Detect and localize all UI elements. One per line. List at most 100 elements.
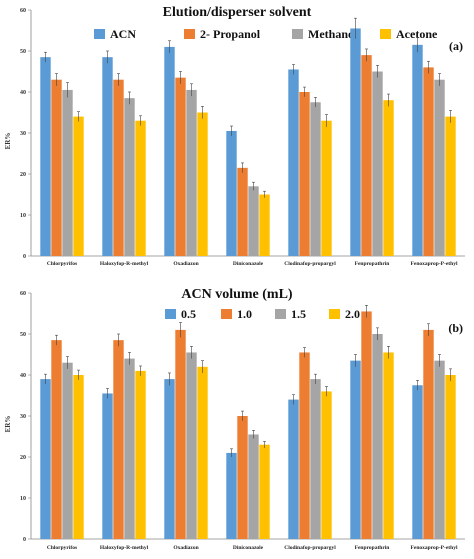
panel-label: (b) [448, 321, 463, 335]
legend-label: Methanol [308, 27, 358, 41]
bar [124, 98, 135, 257]
panel-label: (a) [449, 39, 463, 53]
y-tick-label: 50 [20, 332, 26, 338]
legend-swatch [221, 309, 232, 319]
bar [237, 416, 248, 539]
legend-label: ACN [110, 27, 136, 41]
bar [51, 340, 62, 539]
bar [40, 57, 51, 257]
y-tick-label: 60 [20, 8, 26, 14]
bar [361, 55, 372, 256]
x-category-label: Diniconazole [233, 545, 264, 551]
bar [383, 352, 394, 539]
legend-swatch [292, 29, 303, 39]
y-tick-label: 30 [20, 414, 26, 420]
legend-label: Acetone [396, 27, 438, 41]
bar [248, 186, 259, 256]
bar [135, 120, 146, 256]
legend-swatch [329, 309, 340, 319]
bar [434, 79, 445, 256]
bar [113, 340, 124, 539]
y-tick-label: 40 [20, 373, 26, 379]
bar [288, 399, 299, 539]
bar [310, 379, 321, 539]
legend-swatch [184, 29, 195, 39]
legend-swatch [165, 309, 176, 319]
legend-label: 0.5 [181, 307, 196, 321]
y-axis-label: ER% [4, 416, 12, 433]
bar [102, 57, 113, 257]
x-category-label: Fenpropathrin [355, 545, 390, 551]
bar [164, 46, 175, 257]
x-category-label: Oxadiazon [173, 261, 198, 267]
legend-swatch [380, 29, 391, 39]
bar [248, 434, 259, 539]
y-axis-label: ER% [4, 133, 12, 150]
bar [175, 329, 186, 539]
bar [259, 444, 270, 539]
x-category-label: Chlorpyrifos [47, 545, 77, 551]
bar [350, 360, 361, 539]
bar [175, 77, 186, 257]
bar [434, 360, 445, 539]
bar [186, 89, 197, 256]
legend-label: 1.5 [291, 307, 306, 321]
y-tick-label: 10 [20, 496, 26, 502]
bar [113, 79, 124, 256]
bar [102, 393, 113, 539]
bar [73, 116, 84, 256]
bar [288, 69, 299, 256]
bar [445, 116, 456, 256]
bar [259, 194, 270, 256]
bar [412, 44, 423, 256]
x-category-label: Diniconazole [233, 261, 264, 267]
bar [124, 358, 135, 539]
bar [51, 79, 62, 256]
bar [299, 92, 310, 256]
bar [197, 112, 208, 256]
x-category-label: Oxadiazon [173, 545, 198, 551]
chart-title: Elution/disperser solvent [163, 5, 312, 20]
legend-swatch [94, 29, 105, 39]
bar [164, 379, 175, 539]
chart-panel-b: ACN volume (mL) 0.5 1.0 1.5 2.0 (b) 0 10 20 30 40 5… [4, 287, 465, 551]
bar [62, 89, 73, 256]
bar [423, 67, 434, 257]
x-category-label: Clodinafop-propargyl [284, 545, 336, 551]
x-category-label: Haloxyfop-R-methyl [100, 545, 149, 551]
x-category-label: Fenoxaprop-P-ethyl [411, 261, 458, 267]
y-tick-label: 20 [20, 172, 26, 178]
y-tick-label: 50 [20, 49, 26, 55]
bar [197, 366, 208, 539]
y-tick-label: 20 [20, 455, 26, 461]
y-tick-label: 0 [23, 537, 26, 543]
y-tick-label: 0 [23, 254, 26, 260]
legend-label: 1.0 [237, 307, 252, 321]
bar [372, 334, 383, 539]
x-category-label: Haloxyfop-R-methyl [100, 261, 149, 267]
bar [383, 100, 394, 256]
bar [321, 391, 332, 539]
bar [361, 311, 372, 539]
x-category-label: Fenpropathrin [355, 261, 390, 267]
bar [62, 362, 73, 539]
bar [423, 329, 434, 539]
chart-title: ACN volume (mL) [181, 287, 293, 302]
legend-swatch [275, 309, 286, 319]
chart-panel-a: Elution/disperser solvent ACN 2- Propanol M… [4, 5, 465, 267]
x-category-label: Clodinafop-propargyl [284, 261, 336, 267]
bar [310, 102, 321, 256]
bar [372, 71, 383, 256]
bar [445, 375, 456, 539]
y-tick-label: 30 [20, 131, 26, 137]
y-tick-label: 10 [20, 213, 26, 219]
y-tick-label: 40 [20, 90, 26, 96]
legend-label: 2.0 [345, 307, 360, 321]
bar [412, 385, 423, 539]
y-tick-label: 60 [20, 291, 26, 297]
bar [226, 452, 237, 539]
legend-label: 2- Propanol [200, 27, 261, 41]
bar [40, 379, 51, 539]
bar [350, 28, 361, 257]
